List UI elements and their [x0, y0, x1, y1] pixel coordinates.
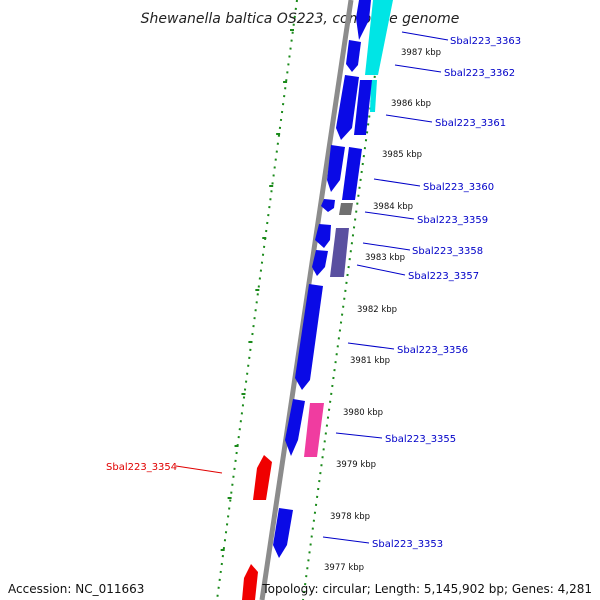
gene-label-sbal223-3354[interactable]: Sbal223_3354 [106, 462, 177, 473]
leader-line [364, 211, 415, 220]
gene-shape[interactable] [253, 455, 272, 500]
gene-label-sbal223-3359[interactable]: Sbal223_3359 [417, 215, 488, 226]
gene-label-sbal223-3353[interactable]: Sbal223_3353 [372, 539, 443, 550]
kbp-label: 3987 kbp [401, 48, 441, 58]
kbp-label: 3981 kbp [350, 356, 390, 366]
kbp-label: 3985 kbp [382, 150, 422, 160]
leader-line [362, 242, 411, 251]
gene-shape[interactable] [339, 203, 353, 215]
gene-label-sbal223-3361[interactable]: Sbal223_3361 [435, 118, 506, 129]
kbp-label: 3980 kbp [343, 408, 383, 418]
gene-shape[interactable] [321, 199, 335, 212]
gene-shape[interactable] [315, 224, 331, 248]
gene-shape[interactable] [354, 80, 372, 135]
kbp-label: 3986 kbp [391, 99, 431, 109]
gene-shape[interactable] [346, 40, 361, 72]
gene-label-sbal223-3362[interactable]: Sbal223_3362 [444, 68, 515, 79]
kbp-label: 3979 kbp [336, 460, 376, 470]
gene-label-sbal223-3358[interactable]: Sbal223_3358 [412, 246, 483, 257]
gene-shape[interactable] [295, 284, 323, 390]
gene-label-sbal223-3363[interactable]: Sbal223_3363 [450, 36, 521, 47]
gene-shape[interactable] [365, 0, 393, 75]
kbp-label: 3982 kbp [357, 305, 397, 315]
kbp-scale: 3987 kbp 3986 kbp 3985 kbp 3984 kbp 3983… [324, 48, 441, 573]
gene-shape[interactable] [342, 147, 362, 200]
leader-line [373, 178, 421, 187]
genome-backbone [259, 0, 354, 600]
gene-shape[interactable] [327, 145, 345, 192]
leader-line [347, 342, 395, 350]
gene-shape[interactable] [330, 228, 349, 277]
genome-summary-text: Topology: circular; Length: 5,145,902 bp… [262, 582, 592, 596]
leader-line [385, 114, 433, 123]
tick-marks [220, 29, 294, 551]
gene-shape[interactable] [285, 399, 305, 456]
kbp-label: 3978 kbp [330, 512, 370, 522]
gene-label-sbal223-3360[interactable]: Sbal223_3360 [423, 182, 494, 193]
label-leader-lines [175, 31, 449, 544]
kbp-label: 3983 kbp [365, 253, 405, 263]
map-title: Shewanella baltica OS223, complete genom… [141, 11, 460, 27]
kbp-label: 3977 kbp [324, 563, 364, 573]
outer-dotted-guide [216, 0, 298, 600]
gene-features [242, 0, 393, 600]
gene-shape[interactable] [370, 80, 377, 112]
gene-shape[interactable] [242, 564, 258, 600]
gene-shape[interactable] [304, 403, 324, 457]
leader-line [335, 432, 383, 439]
leader-line [401, 31, 449, 41]
gene-label-sbal223-3357[interactable]: Sbal223_3357 [408, 271, 479, 282]
gene-shape[interactable] [336, 75, 359, 140]
gene-shape[interactable] [356, 0, 371, 40]
gene-label-sbal223-3355[interactable]: Sbal223_3355 [385, 434, 456, 445]
gene-shape[interactable] [273, 508, 293, 558]
accession-text: Accession: NC_011663 [8, 582, 145, 596]
leader-line [322, 536, 370, 544]
leader-line [175, 465, 223, 474]
gene-labels: Sbal223_3363 Sbal223_3362 Sbal223_3361 S… [106, 36, 521, 550]
kbp-label: 3984 kbp [373, 202, 413, 212]
leader-line [394, 64, 442, 73]
gene-shape[interactable] [312, 250, 328, 276]
leader-line [356, 264, 406, 276]
gene-label-sbal223-3356[interactable]: Sbal223_3356 [397, 345, 468, 356]
inner-dotted-guide [302, 59, 378, 600]
